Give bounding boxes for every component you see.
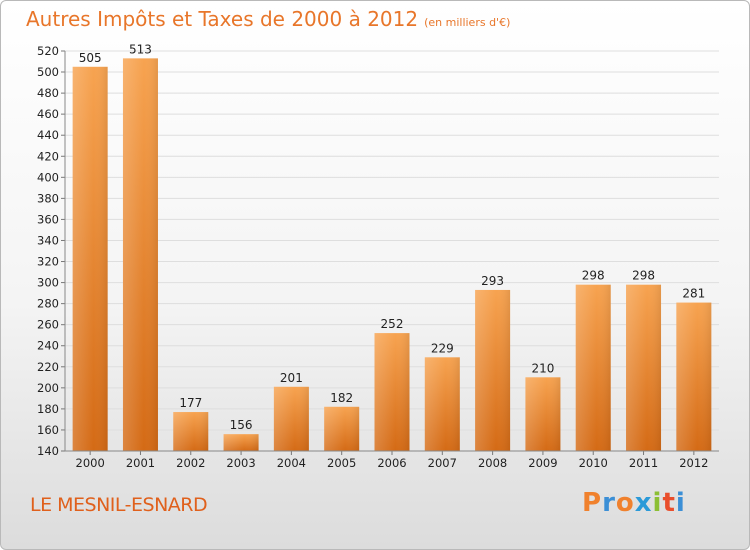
bar-shade [173,412,209,451]
y-tick-label: 480 [37,86,59,100]
value-label: 177 [179,396,202,410]
city-name: LE MESNIL-ESNARD [30,494,208,516]
bar-shade [424,357,460,451]
x-tick-label: 2012 [679,456,708,470]
y-tick-label: 500 [37,65,59,79]
logo-letter: o [615,488,635,518]
y-tick-label: 140 [37,444,59,458]
y-tick-label: 160 [37,423,59,437]
bar-shade [223,434,259,451]
y-tick-label: 180 [37,402,59,416]
x-tick-label: 2001 [126,456,155,470]
bar-shade [676,302,712,451]
logo-letter: x [634,488,653,518]
value-label: 229 [431,341,454,355]
x-tick-label: 2007 [428,456,457,470]
value-label: 201 [280,371,303,385]
value-label: 513 [129,42,152,56]
y-tick-label: 320 [37,255,59,269]
chart-unit: (en milliers d'€) [424,16,511,29]
y-tick-label: 240 [37,339,59,353]
value-label: 210 [531,361,554,375]
logo-letter: t [662,488,676,518]
chart-title: Autres Impôts et Taxes de 2000 à 2012 (en… [26,7,510,31]
logo-letter: r [602,488,616,518]
x-tick-label: 2006 [377,456,406,470]
bar-shade [122,58,158,452]
bar-shade [626,284,662,451]
y-tick-label: 460 [37,107,59,121]
value-label: 298 [632,269,655,283]
y-tick-label: 340 [37,233,59,247]
x-tick-label: 2008 [478,456,507,470]
bar-shade [575,284,611,451]
bar-shade [374,333,410,451]
x-tick-label: 2002 [176,456,205,470]
y-tick-label: 520 [37,44,59,58]
y-tick-label: 440 [37,128,59,142]
value-label: 156 [230,418,253,432]
logo-letter: i [652,488,663,518]
x-tick-label: 2000 [76,456,105,470]
chart-title-text: Autres Impôts et Taxes de 2000 à 2012 [26,7,419,31]
y-tick-label: 360 [37,212,59,226]
x-tick-label: 2004 [277,456,306,470]
y-tick-label: 260 [37,318,59,332]
bar-shade [525,377,561,451]
y-tick-label: 200 [37,381,59,395]
value-label: 281 [682,287,705,301]
bar-shade [273,386,309,451]
value-label: 252 [381,317,404,331]
value-label: 293 [481,274,504,288]
bar-shade [72,66,108,451]
bars: 505 513 177 156 201 182 252 229 293 210 298 298 281 [72,42,712,452]
value-label: 182 [330,391,353,405]
bar-shade [324,406,360,451]
x-tick-label: 2005 [327,456,356,470]
y-tick-label: 280 [37,297,59,311]
x-tick-label: 2003 [226,456,255,470]
x-axis: 2000 2001 2002 2003 2004 2005 2006 2007 2008 2009… [65,450,719,470]
logo-letter: i [675,488,686,518]
logo-letter: P [582,488,603,518]
y-axis: 140 160 180 200 220 240 260 280 300 320 340 360 380 4… [37,44,66,458]
y-tick-label: 220 [37,360,59,374]
bar-shade [475,289,511,451]
value-label: 505 [79,51,102,65]
proxiti-logo: Proxiti [582,488,686,518]
y-tick-label: 400 [37,170,59,184]
value-label: 298 [582,269,605,283]
x-tick-label: 2011 [629,456,658,470]
x-tick-label: 2010 [579,456,608,470]
y-tick-label: 380 [37,191,59,205]
y-tick-label: 420 [37,149,59,163]
y-tick-label: 300 [37,276,59,290]
x-tick-label: 2009 [528,456,557,470]
